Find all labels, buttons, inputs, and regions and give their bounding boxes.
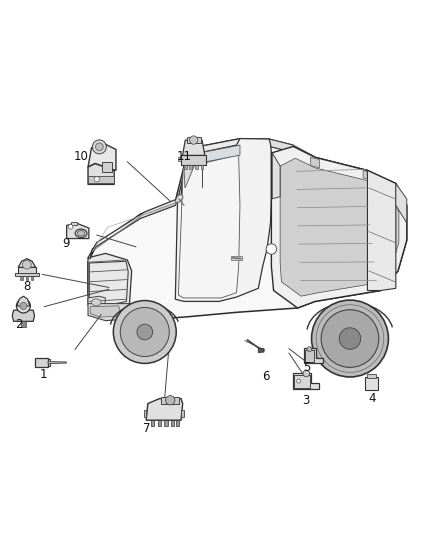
Circle shape [166, 395, 175, 405]
Polygon shape [88, 144, 116, 171]
Polygon shape [71, 222, 77, 225]
Polygon shape [35, 358, 48, 367]
Circle shape [307, 346, 312, 351]
Circle shape [311, 300, 389, 377]
Polygon shape [25, 276, 28, 280]
Polygon shape [304, 348, 323, 362]
Polygon shape [181, 156, 206, 165]
Text: 3: 3 [302, 394, 309, 407]
Polygon shape [88, 140, 407, 321]
Text: 6: 6 [262, 370, 270, 383]
Polygon shape [88, 253, 132, 308]
Polygon shape [164, 420, 168, 426]
Polygon shape [272, 153, 280, 199]
Circle shape [321, 310, 379, 367]
Polygon shape [367, 171, 396, 290]
Polygon shape [88, 176, 114, 183]
Circle shape [113, 301, 176, 364]
Text: 7: 7 [143, 422, 151, 434]
Polygon shape [272, 147, 407, 308]
Polygon shape [171, 420, 174, 426]
Polygon shape [293, 374, 319, 389]
Circle shape [94, 176, 99, 182]
Polygon shape [31, 276, 33, 280]
Polygon shape [176, 420, 179, 426]
Polygon shape [88, 304, 134, 321]
Polygon shape [363, 171, 372, 180]
Polygon shape [88, 199, 177, 259]
Polygon shape [182, 145, 237, 199]
Polygon shape [184, 165, 187, 169]
Text: 2: 2 [15, 318, 23, 330]
Polygon shape [14, 272, 39, 276]
Polygon shape [183, 140, 205, 156]
Polygon shape [102, 161, 113, 172]
Polygon shape [190, 165, 192, 169]
Polygon shape [158, 420, 161, 426]
Polygon shape [280, 158, 399, 296]
Ellipse shape [75, 229, 87, 238]
Polygon shape [178, 157, 181, 161]
Text: 11: 11 [177, 150, 191, 163]
Polygon shape [161, 397, 179, 403]
Polygon shape [175, 139, 272, 302]
Polygon shape [18, 268, 35, 274]
Circle shape [16, 299, 30, 313]
Polygon shape [88, 296, 106, 309]
Polygon shape [311, 157, 319, 168]
Polygon shape [258, 348, 264, 352]
Circle shape [303, 370, 310, 377]
Polygon shape [151, 420, 155, 426]
Polygon shape [181, 410, 184, 417]
Ellipse shape [92, 299, 101, 306]
Polygon shape [294, 375, 310, 387]
Polygon shape [195, 165, 198, 169]
Polygon shape [231, 256, 242, 260]
Polygon shape [367, 374, 376, 378]
Polygon shape [90, 306, 121, 317]
Circle shape [92, 140, 106, 154]
Polygon shape [38, 359, 50, 366]
Polygon shape [396, 183, 407, 223]
Circle shape [120, 308, 170, 357]
Circle shape [190, 136, 198, 144]
Polygon shape [305, 350, 314, 361]
Polygon shape [184, 145, 240, 188]
Circle shape [68, 224, 73, 229]
Circle shape [95, 143, 103, 151]
Polygon shape [187, 138, 201, 143]
Circle shape [339, 328, 361, 349]
Polygon shape [175, 195, 183, 203]
Polygon shape [177, 139, 243, 201]
Text: 1: 1 [40, 368, 47, 381]
Circle shape [20, 302, 27, 310]
Polygon shape [21, 321, 26, 327]
Text: 4: 4 [368, 392, 375, 405]
Polygon shape [144, 410, 146, 417]
Circle shape [22, 261, 31, 269]
Circle shape [266, 244, 277, 254]
Ellipse shape [78, 231, 85, 236]
Text: 5: 5 [303, 361, 310, 374]
Polygon shape [195, 139, 293, 154]
Polygon shape [88, 164, 114, 184]
Polygon shape [67, 223, 89, 239]
Polygon shape [48, 361, 67, 364]
Polygon shape [17, 296, 30, 306]
Polygon shape [178, 155, 240, 298]
Polygon shape [18, 259, 35, 268]
Text: 9: 9 [63, 237, 70, 251]
Polygon shape [268, 139, 314, 163]
Polygon shape [201, 165, 204, 169]
Circle shape [137, 324, 152, 340]
Polygon shape [20, 276, 23, 280]
Polygon shape [12, 310, 35, 321]
Circle shape [297, 379, 300, 383]
Polygon shape [146, 399, 183, 420]
Text: 10: 10 [74, 150, 89, 163]
Polygon shape [365, 376, 378, 390]
Text: 8: 8 [23, 280, 31, 293]
